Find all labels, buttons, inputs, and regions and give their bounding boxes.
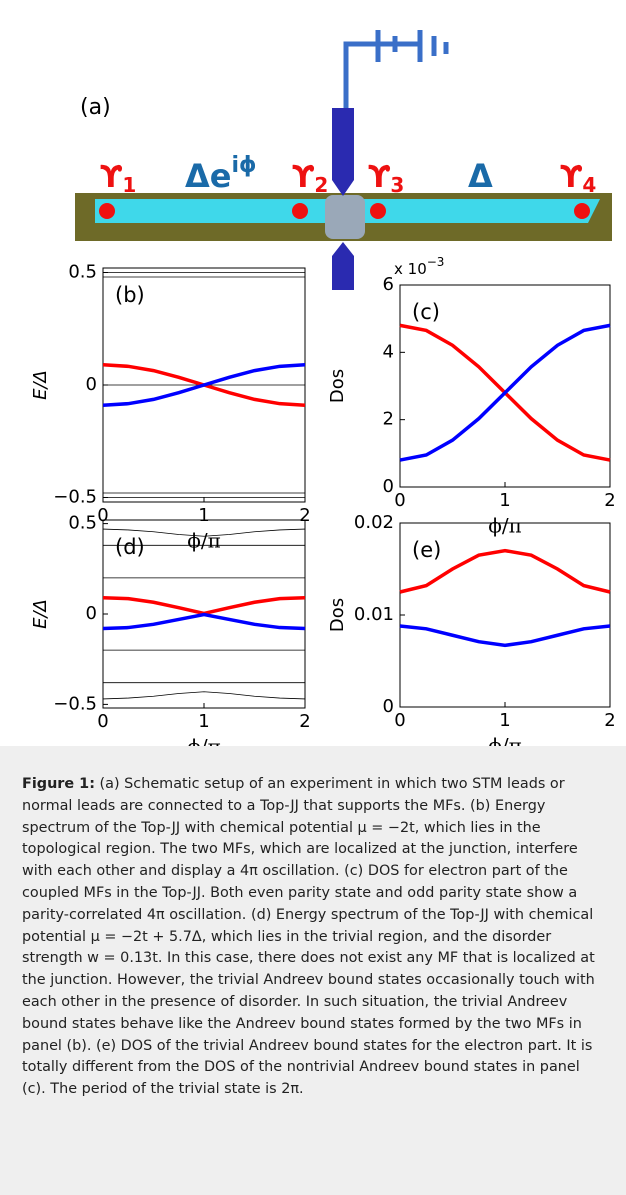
gap-base: Δe bbox=[185, 157, 231, 195]
y-scale-exp: −3 bbox=[427, 255, 445, 269]
gap-label: Δ bbox=[468, 157, 493, 195]
y-axis-label: Dos bbox=[327, 598, 348, 632]
x-tick-label: 1 bbox=[499, 710, 510, 731]
y-tick-label: 0.5 bbox=[68, 513, 97, 534]
junction bbox=[325, 195, 365, 239]
y-tick-label: 2 bbox=[383, 409, 394, 430]
y-scale-base: x 10 bbox=[394, 260, 427, 278]
majorana bbox=[292, 203, 308, 219]
x-tick-label: 2 bbox=[604, 490, 615, 511]
marker-sub: 3 bbox=[390, 173, 404, 197]
stm-tip bbox=[332, 256, 354, 290]
panel-label: (a) bbox=[80, 95, 111, 120]
majorana bbox=[99, 203, 115, 219]
panel-label: (c) bbox=[412, 300, 440, 324]
y-scale-label: x 10−3 bbox=[394, 255, 444, 278]
figure: (a) Δeiϕ Δ ϒ1 ϒ2 ϒ3 ϒ4−0.500.50 1 2(b)ϕ/πE/Δ0… bbox=[30, 30, 616, 747]
x-axis-label: ϕ/π bbox=[187, 529, 221, 553]
caption-text: (a) Schematic setup of an experiment in … bbox=[22, 776, 595, 1098]
y-tick-label: 0.01 bbox=[354, 604, 394, 625]
series-line bbox=[102, 363, 306, 407]
y-axis-label: E/Δ bbox=[30, 370, 51, 400]
marker-label: ϒ1 bbox=[100, 160, 136, 197]
x-tick-label: 1 bbox=[499, 490, 510, 511]
series-line bbox=[102, 528, 306, 537]
x-tick-label: 1 bbox=[198, 711, 209, 732]
x-tick-label: 2 bbox=[299, 505, 310, 526]
y-tick-label: 4 bbox=[383, 341, 394, 362]
x-tick-label: 1 bbox=[198, 505, 209, 526]
series-line bbox=[102, 595, 306, 616]
y-axis-label: E/Δ bbox=[30, 599, 51, 629]
x-tick-label: 2 bbox=[604, 710, 615, 731]
y-tick-label: 0 bbox=[383, 696, 394, 717]
x-tick-label: 0 bbox=[97, 711, 108, 732]
x-tick-label: 0 bbox=[394, 490, 405, 511]
marker-label: ϒ2 bbox=[292, 160, 328, 197]
series-line bbox=[399, 323, 611, 462]
marker-label: ϒ3 bbox=[368, 160, 404, 197]
y-tick-label: −0.5 bbox=[53, 487, 97, 508]
x-axis-label: ϕ/π bbox=[187, 735, 221, 747]
marker-sub: 4 bbox=[582, 173, 596, 197]
x-tick-label: 0 bbox=[394, 710, 405, 731]
schematic: (a) Δeiϕ Δ bbox=[75, 30, 612, 290]
gap-label: Δeiϕ bbox=[185, 153, 257, 195]
x-axis-label: ϕ/π bbox=[488, 514, 522, 538]
series-line bbox=[399, 548, 611, 594]
stm-tip bbox=[332, 108, 354, 180]
marker-symbol: ϒ bbox=[368, 160, 392, 195]
marker-symbol: ϒ bbox=[292, 160, 316, 195]
y-tick-label: 0 bbox=[86, 603, 97, 624]
marker-symbol: ϒ bbox=[100, 160, 124, 195]
y-tick-label: 0.5 bbox=[68, 262, 97, 283]
y-tick-label: −0.5 bbox=[53, 693, 97, 714]
gap-sup: iϕ bbox=[231, 153, 256, 178]
x-tick-label: 2 bbox=[299, 711, 310, 732]
series-line bbox=[102, 612, 306, 631]
marker-symbol: ϒ bbox=[560, 160, 584, 195]
series-line bbox=[399, 624, 611, 648]
panel-label: (e) bbox=[412, 538, 441, 562]
marker-sub: 1 bbox=[122, 173, 136, 197]
majorana bbox=[370, 203, 386, 219]
x-axis-label: ϕ/π bbox=[488, 734, 522, 747]
y-tick-label: 0.02 bbox=[354, 512, 394, 533]
y-tick-label: 6 bbox=[383, 274, 394, 295]
wire bbox=[343, 41, 378, 108]
series-line bbox=[102, 691, 306, 700]
stm-tip bbox=[332, 242, 354, 256]
y-axis-label: Dos bbox=[327, 369, 348, 403]
panel-label: (d) bbox=[115, 535, 145, 559]
majorana bbox=[574, 203, 590, 219]
y-tick-label: 0 bbox=[86, 374, 97, 395]
caption: Figure 1: (a) Schematic setup of an expe… bbox=[0, 746, 626, 1195]
panel-label: (b) bbox=[115, 283, 145, 307]
marker-label: ϒ4 bbox=[560, 160, 596, 197]
marker-sub: 2 bbox=[314, 173, 328, 197]
stm-tip bbox=[332, 180, 354, 196]
y-tick-label: 0 bbox=[383, 476, 394, 497]
x-tick-label: 0 bbox=[97, 505, 108, 526]
caption-label: Figure 1: bbox=[22, 776, 95, 792]
